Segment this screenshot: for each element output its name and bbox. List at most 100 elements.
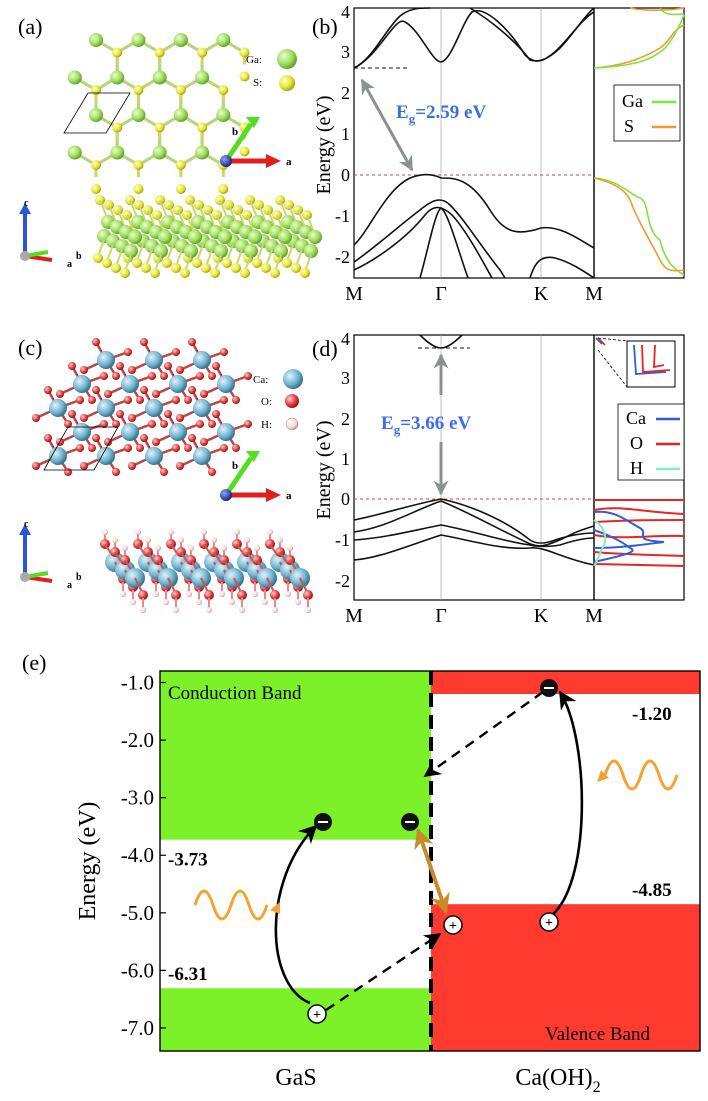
- e-ytick-label: -6.0: [121, 958, 154, 982]
- d-ytick-4: 4: [341, 329, 350, 349]
- s-atom: [239, 47, 250, 58]
- s-atom: [261, 263, 271, 273]
- o-atom: [68, 410, 76, 418]
- ca-atom: [193, 447, 211, 465]
- legend-h-label: H:: [261, 419, 272, 431]
- e-caoh-name: Ca(OH)2: [515, 1065, 600, 1096]
- b-ylabel: Energy (eV): [313, 95, 335, 194]
- ga-atom: [110, 145, 125, 160]
- ga-atom: [173, 33, 188, 47]
- ga-atom: [128, 230, 142, 244]
- b-kpoint-m2: M: [585, 283, 603, 305]
- panel-e: (e) -1.0 -2.0 -3.0 -4.0 -5.0 -6.0 -7.0 Energy …: [22, 650, 701, 1096]
- h-atom: [267, 529, 273, 535]
- d-legend-ca: Ca: [626, 408, 646, 428]
- e-ylabel: Energy (eV): [75, 802, 101, 921]
- b-ytick-0: 0: [341, 165, 350, 185]
- o-atom: [160, 468, 168, 476]
- o-atom: [64, 420, 72, 428]
- o-atom: [112, 420, 120, 428]
- e-gas-vb-value: -6.31: [168, 964, 208, 985]
- o-atom: [244, 372, 252, 380]
- d-ytick-3: 3: [341, 368, 350, 388]
- e-ytick-label: -4.0: [121, 843, 154, 867]
- caoh-axes-topview: b a: [220, 451, 292, 502]
- o-atom: [303, 590, 313, 600]
- o-atom: [128, 462, 136, 470]
- ca-atom: [49, 447, 67, 465]
- o-atom: [188, 338, 196, 346]
- e-photon-gas: [193, 889, 269, 921]
- s-atom: [112, 47, 123, 58]
- e-gas-cb-value: -3.73: [168, 850, 208, 871]
- ca-atom: [193, 399, 211, 417]
- ca-atom: [97, 351, 115, 369]
- h-atom: [221, 545, 227, 551]
- ca-atom: [145, 351, 163, 369]
- o-atom: [100, 372, 108, 380]
- o-atom: [32, 462, 40, 470]
- d-kpoint-m2: M: [585, 605, 603, 627]
- h-atom: [254, 545, 260, 551]
- s-atom: [91, 85, 101, 95]
- gas-conduction-band: [160, 671, 431, 840]
- ga-atom: [67, 70, 82, 85]
- s-atom: [240, 268, 250, 278]
- o-atom: [220, 444, 228, 452]
- ca-atom: [121, 375, 139, 393]
- ca-atom: [121, 423, 139, 441]
- o-atom: [196, 420, 204, 428]
- panel-d-yticks: 4 3 2 1 0 -1 -2: [335, 329, 350, 591]
- h-atom: [287, 545, 293, 551]
- caoh-legend: Ca: O: H:: [253, 369, 303, 431]
- axis-c-ball: [220, 155, 232, 167]
- e-photon-caoh-arrow: [597, 770, 609, 782]
- s-atom: [210, 268, 220, 278]
- o-atom: [172, 348, 180, 356]
- d-ytick-m2: -2: [335, 571, 350, 591]
- s-atom: [180, 268, 190, 278]
- ga-atom: [154, 244, 168, 258]
- h-atom: [252, 591, 258, 597]
- o-atom: [164, 362, 172, 370]
- b-ytick-1: 1: [341, 124, 350, 144]
- o-atom: [232, 444, 240, 452]
- o-atom: [56, 390, 64, 398]
- o-atom: [152, 390, 160, 398]
- o-atom: [138, 590, 148, 600]
- ca-atom: [145, 399, 163, 417]
- caoh-conduction-band: [431, 671, 700, 695]
- s-atom: [111, 263, 121, 273]
- h-atom: [122, 545, 128, 551]
- o-atom: [64, 468, 72, 476]
- o-atom: [124, 444, 132, 452]
- s-atom: [270, 268, 280, 278]
- h-atom: [234, 529, 240, 535]
- ca-atom: [217, 423, 235, 441]
- o-atom: [140, 338, 148, 346]
- caoh-valence-band: [431, 904, 700, 1051]
- h-atom: [262, 599, 268, 605]
- h-atom: [244, 537, 250, 543]
- ga-atom: [274, 244, 288, 258]
- s-atom: [141, 263, 151, 273]
- o-atom: [80, 462, 88, 470]
- ca-atom: [169, 375, 187, 393]
- s-atom: [102, 258, 112, 268]
- o-atom: [184, 396, 192, 404]
- e-ytick-label: -2.0: [121, 728, 154, 752]
- d-band-lines: [353, 334, 595, 566]
- o-atom: [136, 396, 144, 404]
- e-hole-gas: [307, 1004, 327, 1024]
- b-band-lines: [353, 7, 595, 279]
- c-side-axis-a: a: [67, 580, 72, 591]
- o-atom: [152, 438, 160, 446]
- o-atom: [160, 420, 168, 428]
- panel-a-label: (a): [18, 14, 42, 39]
- s-atom: [218, 85, 229, 95]
- o-atom: [44, 386, 52, 394]
- caoh-side-view: [100, 529, 313, 613]
- ga-atom: [89, 108, 103, 122]
- panel-d: (d) 4 3 2 1 0 -1 -2 Energy (eV) M Γ K M: [312, 329, 685, 627]
